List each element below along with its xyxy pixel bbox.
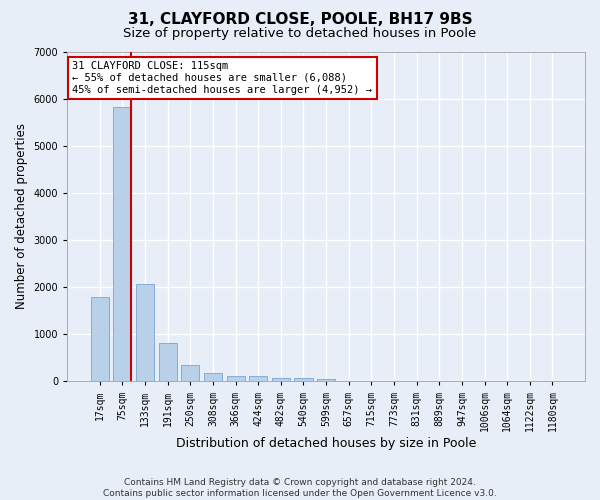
- Bar: [181, 366, 199, 382]
- Bar: [136, 284, 154, 382]
- Text: Contains HM Land Registry data © Crown copyright and database right 2024.
Contai: Contains HM Land Registry data © Crown c…: [103, 478, 497, 498]
- Bar: [91, 298, 109, 382]
- Text: 31 CLAYFORD CLOSE: 115sqm
← 55% of detached houses are smaller (6,088)
45% of se: 31 CLAYFORD CLOSE: 115sqm ← 55% of detac…: [73, 62, 373, 94]
- Text: Size of property relative to detached houses in Poole: Size of property relative to detached ho…: [124, 28, 476, 40]
- Y-axis label: Number of detached properties: Number of detached properties: [15, 124, 28, 310]
- Bar: [204, 372, 222, 382]
- Bar: [249, 376, 267, 382]
- Bar: [227, 376, 245, 382]
- X-axis label: Distribution of detached houses by size in Poole: Distribution of detached houses by size …: [176, 437, 476, 450]
- Bar: [272, 378, 290, 382]
- Bar: [317, 378, 335, 382]
- Bar: [158, 342, 177, 382]
- Text: 31, CLAYFORD CLOSE, POOLE, BH17 9BS: 31, CLAYFORD CLOSE, POOLE, BH17 9BS: [128, 12, 472, 28]
- Bar: [295, 378, 313, 382]
- Bar: [113, 107, 131, 382]
